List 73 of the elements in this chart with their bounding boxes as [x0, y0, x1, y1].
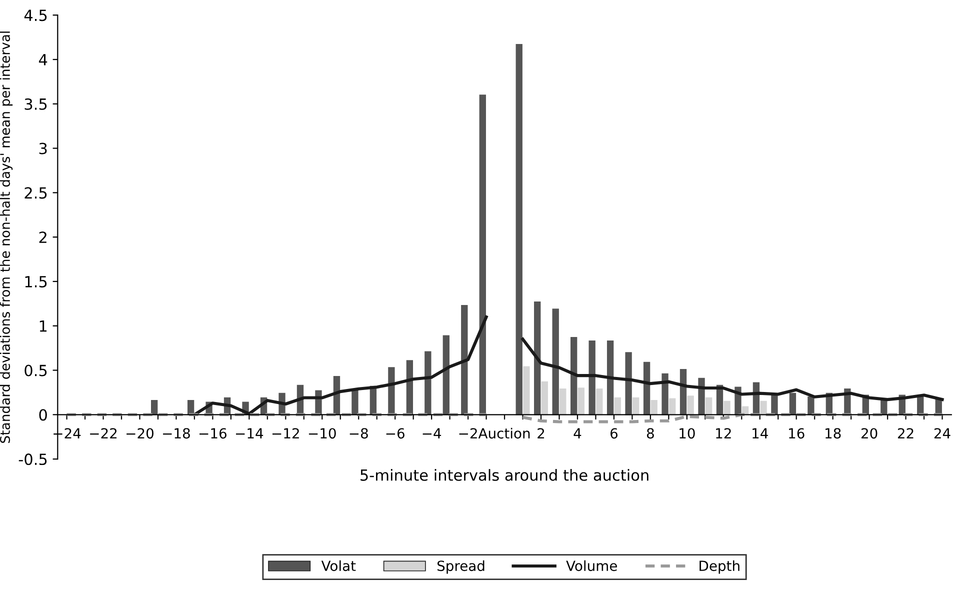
bar — [552, 308, 559, 416]
x-tick-label: −20 — [126, 428, 154, 439]
bar — [808, 396, 814, 416]
x-tick-label: 18 — [826, 428, 841, 439]
bar — [632, 397, 640, 416]
x-tick-label: −22 — [90, 428, 117, 438]
bar — [388, 367, 395, 416]
bar — [789, 392, 796, 416]
y-tick-label: 2 — [39, 232, 46, 243]
x-tick-label: −12 — [272, 428, 299, 438]
legend-label: Volume — [566, 560, 617, 572]
y-tick-label: 2.5 — [24, 187, 47, 199]
bar — [698, 378, 705, 416]
x-tick-label: −10 — [308, 428, 336, 439]
bar — [668, 398, 676, 416]
y-tick-label: 3 — [39, 142, 47, 154]
legend-label: Volat — [321, 560, 356, 572]
x-tick-label: 14 — [752, 428, 768, 438]
bar — [724, 400, 730, 416]
bar — [625, 352, 632, 416]
bar — [150, 400, 158, 416]
y-tick-label: 1 — [40, 320, 47, 332]
bar — [523, 366, 530, 416]
x-tick-label: −2 — [459, 428, 477, 438]
x-tick-label: 4 — [574, 428, 582, 438]
x-axis-title: 5-minute intervals around the auction — [360, 469, 648, 481]
bar — [479, 94, 486, 416]
bar — [687, 396, 694, 416]
x-tick-label: 24 — [934, 428, 950, 438]
bar — [578, 388, 584, 416]
bar — [650, 400, 658, 416]
bar — [560, 388, 566, 416]
x-tick-label: 12 — [716, 428, 731, 438]
bar — [352, 388, 358, 416]
x-tick-label: −18 — [163, 428, 190, 439]
y-tick-label: 1.5 — [25, 276, 47, 288]
bar — [662, 373, 668, 416]
y-tick-label: 4 — [38, 54, 48, 66]
bar — [596, 388, 603, 416]
x-tick-label: 8 — [646, 428, 654, 439]
x-tick-label: 2 — [538, 428, 544, 438]
x-tick-label: 16 — [789, 428, 804, 439]
x-tick-label: Auction — [478, 428, 530, 439]
y-tick-label: 0.5 — [24, 364, 47, 376]
bar — [614, 397, 621, 416]
bar — [442, 335, 450, 416]
bar — [461, 305, 468, 416]
bar — [516, 44, 522, 416]
x-tick-label: −14 — [236, 428, 264, 438]
bar — [534, 301, 541, 416]
bar — [570, 336, 578, 416]
y-tick-label: -0.5 — [18, 454, 47, 466]
bar — [643, 362, 650, 416]
x-tick-label: −4 — [422, 428, 442, 438]
x-tick-label: −16 — [200, 428, 226, 439]
bar — [541, 381, 548, 416]
bar — [588, 340, 596, 416]
bar — [760, 400, 767, 416]
y-tick-label: 0 — [39, 409, 47, 421]
bar — [606, 340, 614, 416]
y-tick-label: 3.5 — [24, 98, 47, 110]
x-tick-label: 20 — [861, 428, 878, 439]
legend-label: Depth — [700, 560, 740, 574]
bar — [424, 351, 432, 416]
y-tick-label: 4.5 — [24, 10, 47, 22]
x-tick-label: 10 — [680, 428, 695, 439]
legend-label: Spread — [437, 560, 484, 574]
bar — [705, 397, 712, 416]
x-tick-label: −8 — [350, 428, 368, 439]
x-tick-label: 22 — [898, 428, 914, 438]
x-tick-label: −6 — [386, 428, 404, 439]
x-tick-label: 6 — [610, 428, 618, 439]
y-axis-title: Standard deviations from the non-halt days' mean per interval — [0, 32, 13, 443]
